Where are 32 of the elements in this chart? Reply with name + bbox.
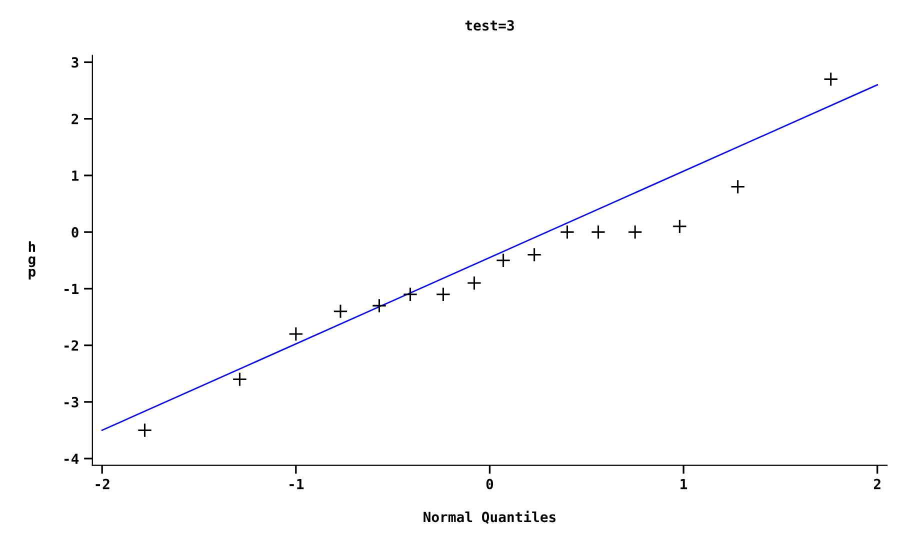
point <box>628 224 642 240</box>
point <box>436 287 451 302</box>
x-axis-title: Normal Quantiles <box>424 510 556 524</box>
point <box>823 72 838 87</box>
point <box>372 298 387 314</box>
point <box>730 179 746 194</box>
point <box>288 326 304 342</box>
point <box>466 276 482 290</box>
x-tick-label: -1 <box>290 478 304 490</box>
x-tick-label: -2 <box>96 478 110 490</box>
y-tick-label: -1 <box>64 284 79 294</box>
y-tick-label: -4 <box>64 454 79 464</box>
y-tick-label: 3 <box>72 57 78 68</box>
y-tick-label: 1 <box>72 170 79 181</box>
y-tick-label: 2 <box>72 114 78 124</box>
x-tick-label: 0 <box>486 478 494 490</box>
point <box>137 422 152 438</box>
y-tick-label: -3 <box>64 396 78 408</box>
x-tick-label: 1 <box>680 478 688 490</box>
point <box>333 304 348 319</box>
y-tick-label: 0 <box>72 227 78 238</box>
y-tick-label: -2 <box>64 340 78 351</box>
point <box>590 224 606 240</box>
y-axis-title: hgp <box>28 241 36 280</box>
point <box>672 219 688 234</box>
chart-title: test=3 <box>465 20 514 31</box>
point <box>496 253 511 268</box>
point <box>526 247 542 262</box>
point <box>232 372 248 387</box>
point <box>402 287 418 302</box>
point <box>560 224 575 240</box>
x-tick-label: 2 <box>874 478 880 490</box>
